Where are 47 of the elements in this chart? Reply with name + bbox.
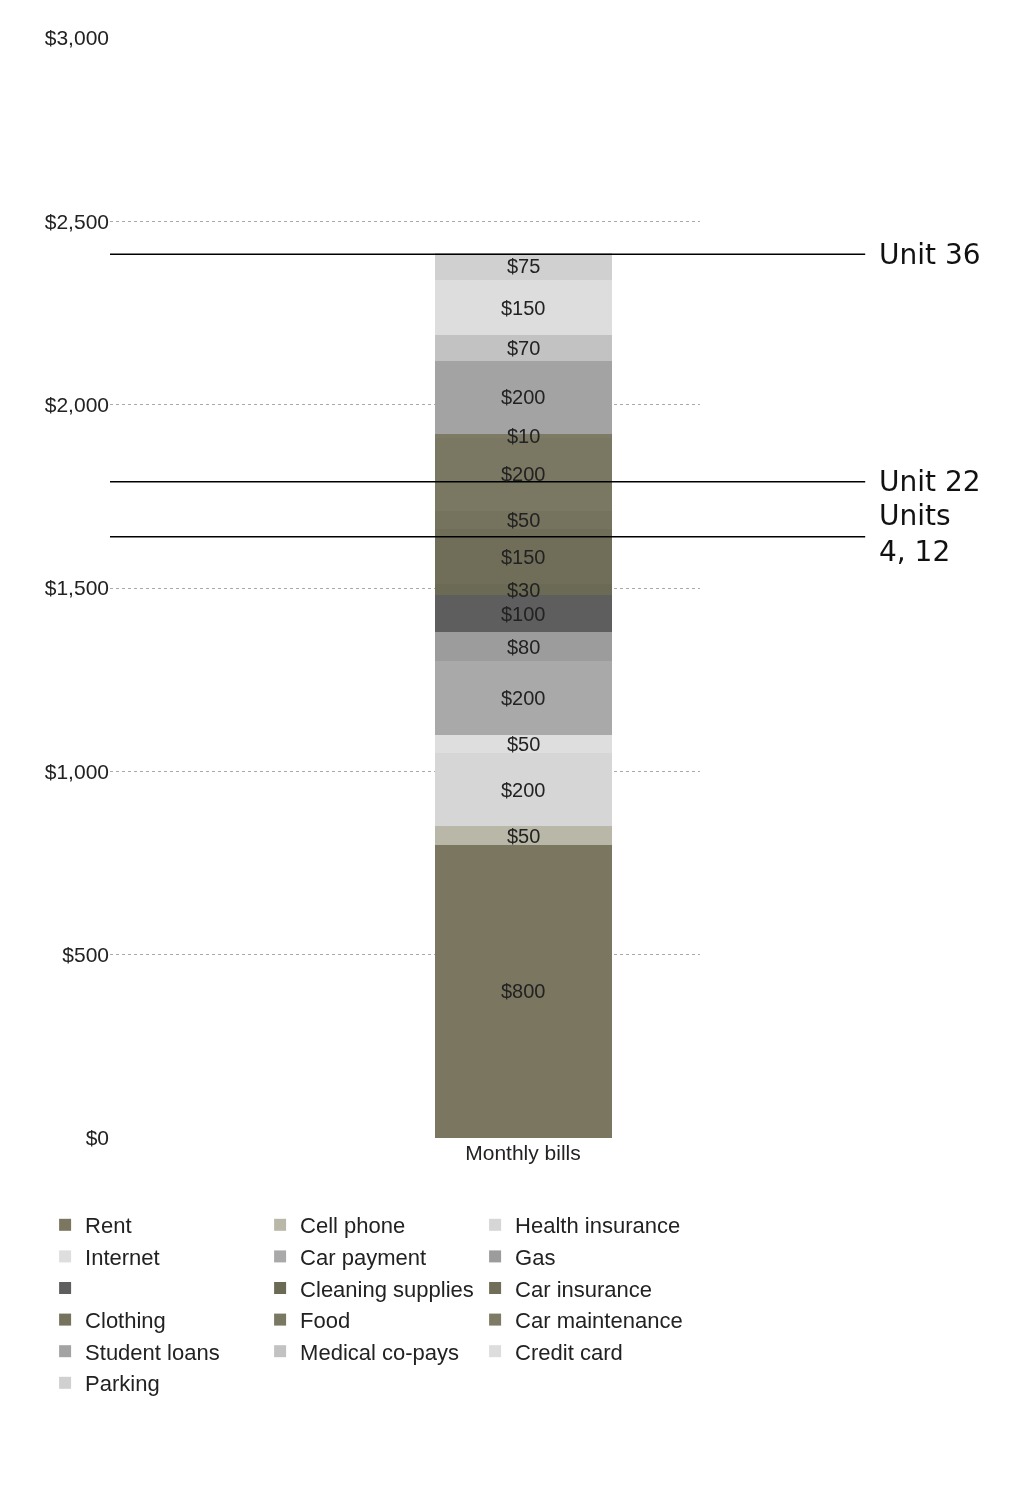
y-tick-label: $500 <box>62 943 109 967</box>
y-tick-label: $0 <box>85 1126 109 1150</box>
legend-label: Car payment <box>300 1244 427 1270</box>
data-label: $50 <box>507 509 541 531</box>
data-label: $800 <box>501 980 546 1002</box>
y-tick-label: $2,500 <box>44 209 109 233</box>
bar <box>434 335 612 361</box>
data-label: $150 <box>501 297 546 319</box>
bar <box>434 844 612 1138</box>
data-label: $50 <box>507 825 541 847</box>
data-label: $70 <box>507 337 541 359</box>
data-label: $200 <box>501 463 546 485</box>
legend-label: Cell phone <box>300 1213 406 1239</box>
y-tick-label: $2,000 <box>44 393 109 417</box>
bar <box>434 661 612 735</box>
legend-label: Gas <box>515 1244 556 1270</box>
data-label: $80 <box>507 636 541 658</box>
legend-label: Car maintenance <box>515 1308 683 1334</box>
legend-label: Internet <box>85 1244 160 1270</box>
ref-line-label: Unit 22 <box>879 465 981 498</box>
bar <box>434 632 612 662</box>
data-label: $30 <box>507 579 541 601</box>
y-tick-label: $1,500 <box>44 576 109 600</box>
legend-label: Medical co-pays <box>300 1339 460 1365</box>
data-label: $200 <box>501 386 546 408</box>
legend-label: Car insurance <box>515 1276 653 1302</box>
bar <box>434 826 612 845</box>
legend-label: Cleaning supplies <box>300 1276 474 1302</box>
legend-label: Health insurance <box>515 1213 681 1239</box>
data-label: $200 <box>501 687 546 709</box>
legend-label: Clothing <box>85 1308 166 1334</box>
y-tick-label: $3,000 <box>44 26 109 50</box>
ref-line-label: Units 4, 12 <box>879 499 951 569</box>
data-label: $150 <box>501 546 546 568</box>
legend-label: Food <box>300 1308 351 1334</box>
data-label: $200 <box>501 779 546 801</box>
legend-label: Credit card <box>515 1339 623 1365</box>
data-label: $100 <box>501 603 546 625</box>
x-tick-label: Monthly bills <box>465 1141 581 1164</box>
ref-line-label: Unit 36 <box>879 238 981 271</box>
legend-label: Student loans <box>85 1339 220 1365</box>
y-tick-label: $1,000 <box>44 759 109 783</box>
bar <box>434 280 612 335</box>
data-label: $50 <box>507 733 541 755</box>
legend-label: Parking <box>85 1371 160 1397</box>
legend-label: Rent <box>85 1213 132 1239</box>
data-label: $75 <box>507 255 541 277</box>
